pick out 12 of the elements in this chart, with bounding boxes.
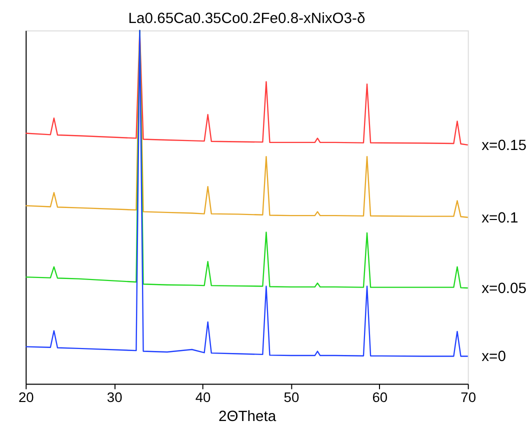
- x-tick-label: 30: [106, 389, 123, 406]
- series-label: x=0: [482, 349, 506, 366]
- series-label: x=0.1: [482, 210, 518, 226]
- series-label: x=0.05: [482, 280, 527, 297]
- x-tick-label: 20: [18, 389, 34, 406]
- x-tick-label: 70: [460, 389, 476, 406]
- x-tick-label: 60: [372, 389, 388, 406]
- x-axis-title: 2ΘTheta: [218, 408, 277, 425]
- x-tick-label: 40: [195, 389, 212, 406]
- chart-title: La0.65Ca0.35Co0.2Fe0.8-xNixO3-δ: [128, 10, 366, 27]
- x-tick-label: 50: [284, 389, 300, 406]
- series-label: x=0.15: [482, 138, 527, 154]
